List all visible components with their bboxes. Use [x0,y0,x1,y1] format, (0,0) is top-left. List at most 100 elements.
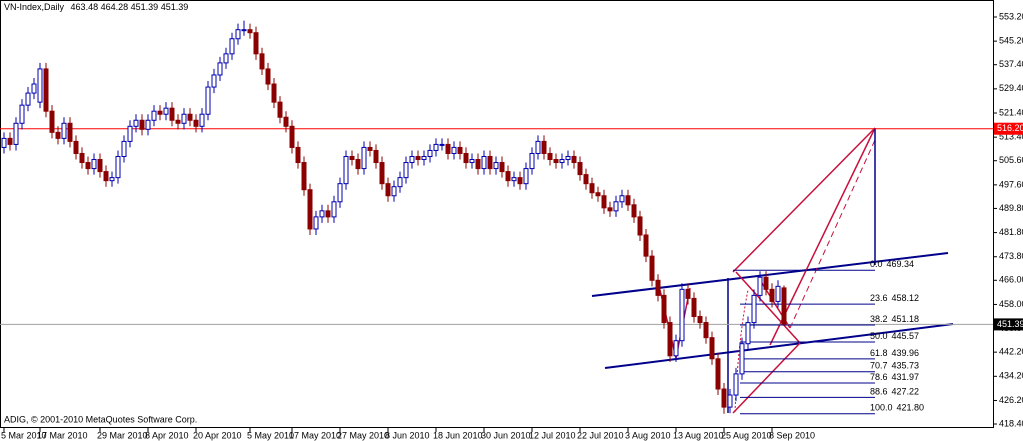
candle-body [451,146,457,154]
fib-level-text: 38.2 [870,314,888,324]
fib-level-text: 61.8 [870,348,888,358]
fib-label: 88.6 427.22 [870,387,919,397]
candle-body [463,152,469,164]
candle-body [631,204,637,218]
candle-body [163,107,169,115]
trend-red [732,342,801,414]
candle-body [259,53,265,70]
candle-body [235,29,241,40]
candle-body [241,29,247,32]
candle-body [73,140,79,154]
candle-body [691,297,697,318]
fib-level-text: 23.6 [870,293,888,303]
x-tick-label: 18 Jun 2010 [433,430,483,440]
candle-body [313,216,319,230]
candle-body [475,159,481,170]
candle-body [703,322,709,339]
x-tick-label: 30 Jun 2010 [481,430,531,440]
x-tick-label: 12 Jul 2010 [529,430,576,440]
candle-body [127,125,133,142]
candle-body [355,159,361,170]
candle-body [409,155,415,164]
candle-body [517,177,523,185]
ohlc-high: 464.28 [101,2,129,12]
candle-body [133,119,139,127]
candle-body [553,159,559,164]
candle-body [283,116,289,127]
x-tick-label: 3 Aug 2010 [625,430,671,440]
y-tick-label: 473.80 [999,251,1023,261]
y-tick-label: 537.40 [999,59,1023,69]
channel-lower [604,323,954,369]
candle-body [469,159,475,164]
candle-body [139,119,145,130]
candle-body [607,207,613,212]
candle-body [535,140,541,154]
candle-body [361,146,367,170]
candle-body [289,125,295,148]
candle-body [331,201,337,218]
candle-body [367,146,373,151]
ohlc-low: 451.39 [131,2,159,12]
candle-body [379,162,385,185]
y-tick-label: 442.20 [999,347,1023,357]
candle-body [157,110,163,115]
candle-body [247,29,253,34]
candle-body [457,146,463,154]
candle-body [571,155,577,164]
candle-body [337,183,343,203]
fib-label: 70.7 435.73 [870,361,919,371]
candle-body [781,287,787,325]
candle-body [229,38,235,55]
candle-body [145,119,151,130]
candle-body [343,155,349,185]
fib-price-text: 435.73 [892,361,920,371]
candle-body [193,119,199,127]
fib-label: 50.0 445.57 [870,331,919,341]
trend-red [735,271,801,344]
candle-body [655,279,661,296]
candle-body [667,322,673,357]
candle-body [307,189,313,230]
candle-body [733,373,739,396]
candle-body [541,140,547,154]
candle-body [175,119,181,124]
candle-body [349,155,355,161]
candle-body [61,122,67,139]
y-tick-label: 434.20 [999,371,1023,381]
candle-body [385,183,391,197]
fib-level-text: 88.6 [870,387,888,397]
chart-title: VN-Index,Daily 463.48 464.28 451.39 451.… [4,2,188,12]
candle-body [109,177,115,182]
y-tick-label: 505.60 [999,155,1023,165]
fib-label: 78.6 431.97 [870,372,919,382]
candle-body [577,162,583,176]
y-tick-label: 497.60 [999,179,1023,189]
candle-body [427,149,433,157]
candle-body [325,210,331,218]
copyright: ADIG, © 2001-2010 MetaQuotes Software Co… [4,414,197,424]
candle-body [91,159,97,170]
plot-frame [0,0,994,428]
channel-upper [591,252,949,297]
x-tick-label: 8 Jun 2010 [385,430,430,440]
candle-body [547,152,553,161]
title-text: VN-Index,Daily [4,2,65,12]
candle-body [763,276,769,290]
price-label-box [994,122,1023,135]
x-tick-label: 5 Mar 2010 [1,430,47,440]
candle-body [505,171,511,182]
x-tick-label: 25 Aug 2010 [721,430,772,440]
candle-body [301,162,307,191]
candle-body [181,113,187,124]
candle-body [373,149,379,164]
x-tick-label: 20 Apr 2010 [193,430,242,440]
candle-body [715,358,721,390]
candle-body [1,137,7,148]
candle-body [187,113,193,121]
candle-body [721,388,727,408]
candle-body [673,340,679,357]
candle-body [115,155,121,179]
candle-body [169,107,175,121]
